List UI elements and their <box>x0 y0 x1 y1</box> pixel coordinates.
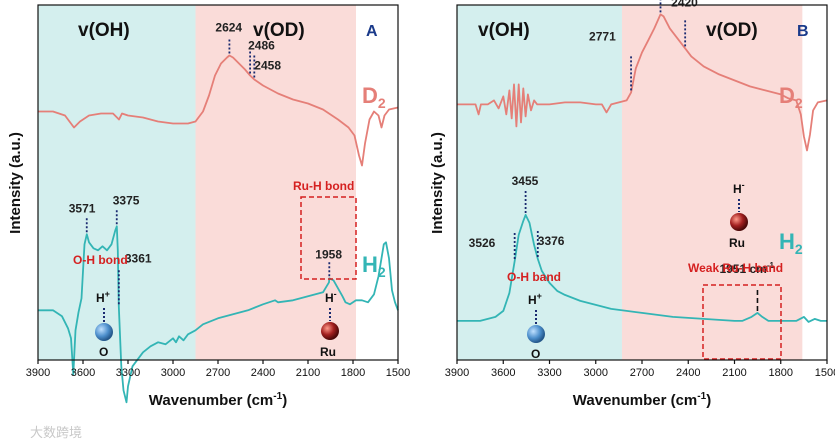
peak-label-2624: 2624 <box>215 21 242 35</box>
series-d2-line-b <box>457 13 828 152</box>
ruh-dashed-box-a <box>300 196 357 280</box>
oxygen-label-a: O <box>99 345 108 359</box>
ru-ball-a <box>321 322 339 340</box>
x-tick-label-3000-b: 3000 <box>584 367 608 379</box>
x-tick-label-2100-b: 2100 <box>722 367 746 379</box>
x-tick-label-3600-a: 3600 <box>71 367 95 379</box>
x-tick-label-2700-a: 2700 <box>206 367 230 379</box>
x-tick-label-1800-a: 1800 <box>341 367 365 379</box>
watermark: 大数跨境 <box>30 426 82 441</box>
region-label-oh-a: v(OH) <box>78 20 130 41</box>
callout-oh-band: O-H band <box>507 270 561 284</box>
ru-label-a: Ru <box>320 345 336 359</box>
x-tick-label-1800-b: 1800 <box>769 367 793 379</box>
series-h2-line-a <box>38 225 399 404</box>
peak-label-3526: 3526 <box>469 236 496 250</box>
x-tick-label-2400-a: 2400 <box>251 367 275 379</box>
legend-h2-a: H2 <box>362 252 386 280</box>
x-tick-label-3900-a: 3900 <box>26 367 50 379</box>
x-tick-label-3300-b: 3300 <box>537 367 561 379</box>
x-ticks-b: 3900 3600 3300 3000 2700 2400 2100 1800 1500 <box>445 360 835 379</box>
region-label-od-b: v(OD) <box>706 20 758 41</box>
hminus-label-b: H- <box>733 180 745 196</box>
regions-a <box>38 5 356 360</box>
peak-label-3455: 3455 <box>512 174 539 188</box>
peak-label-2458: 2458 <box>254 59 281 73</box>
hplus-label-a: H+ <box>96 289 110 305</box>
series-d2-line-a <box>38 54 399 167</box>
hminus-label-a: H- <box>325 289 337 305</box>
hplus-label-b: H+ <box>528 291 542 307</box>
legend-h2-b: H2 <box>779 229 803 257</box>
peak-label-3375: 3375 <box>113 193 140 207</box>
x-tick-label-3000-a: 3000 <box>161 367 185 379</box>
peak-label-1951-cm: 1951 cm-1 <box>719 261 774 276</box>
panel-a: v(OH) v(OD) A 2624 2486 2458 3571 3375 3361 19… <box>7 4 410 409</box>
x-axis-label-b: Wavenumber (cm-1) <box>573 391 711 409</box>
y-axis-label-b: Intensity (a.u.) <box>429 132 446 234</box>
x-tick-label-3300-a: 3300 <box>116 367 140 379</box>
peak-label-3571: 3571 <box>69 201 96 215</box>
x-tick-label-2100-a: 2100 <box>296 367 320 379</box>
series-group-b <box>457 13 828 323</box>
ru-label-b: Ru <box>729 236 745 250</box>
peak-label-2486: 2486 <box>248 39 275 53</box>
panel-label-b: B <box>797 23 809 40</box>
region-label-od-a: v(OD) <box>253 20 305 41</box>
ru-ball-b <box>730 213 748 231</box>
oxygen-ball-b <box>527 325 545 343</box>
peak-label-3361: 3361 <box>125 251 152 265</box>
x-axis-label-a: Wavenumber (cm-1) <box>149 391 287 409</box>
callout-oh-bond: O-H bond <box>73 253 128 267</box>
series-h2-line-b <box>457 214 827 323</box>
oxygen-ball-a <box>95 323 113 341</box>
region-label-oh-b: v(OH) <box>478 20 530 41</box>
panel-b: v(OH) v(OD) B 27712580242035263455337619… <box>429 0 835 409</box>
x-ticks-a: 3900 3600 3300 3000 2700 2400 2100 1800 1500 <box>26 360 410 379</box>
x-tick-label-1500-a: 1500 <box>386 367 410 379</box>
x-tick-label-3600-b: 3600 <box>491 367 515 379</box>
peak-label-1958: 1958 <box>315 247 342 261</box>
callout-weak-ruh-band: Weak Ru-H band <box>688 261 783 275</box>
legend-d2-b: D2 <box>779 83 803 111</box>
legend-d2-a: D2 <box>362 83 386 111</box>
x-tick-label-3900-b: 3900 <box>445 367 469 379</box>
oxygen-label-b: O <box>531 347 540 361</box>
ruh-dashed-box-b <box>702 284 782 360</box>
series-group-a <box>38 54 399 404</box>
region-band-od-b <box>621 5 803 360</box>
x-tick-label-2400-b: 2400 <box>676 367 700 379</box>
x-tick-label-2700-b: 2700 <box>630 367 654 379</box>
annotations-a: 2624 2486 2458 3571 3375 3361 1958 <box>69 21 342 305</box>
panel-label-a: A <box>366 23 378 40</box>
region-band-oh-b <box>457 5 622 360</box>
peak-label-2771: 2771 <box>589 29 616 43</box>
callout-ruh-bond: Ru-H bond <box>293 179 354 193</box>
region-band-oh-a <box>38 5 196 360</box>
peak-label-3376: 3376 <box>538 234 565 248</box>
regions-b <box>457 5 803 360</box>
x-tick-label-1500-b: 1500 <box>815 367 835 379</box>
y-axis-label-a: Intensity (a.u.) <box>7 132 24 234</box>
